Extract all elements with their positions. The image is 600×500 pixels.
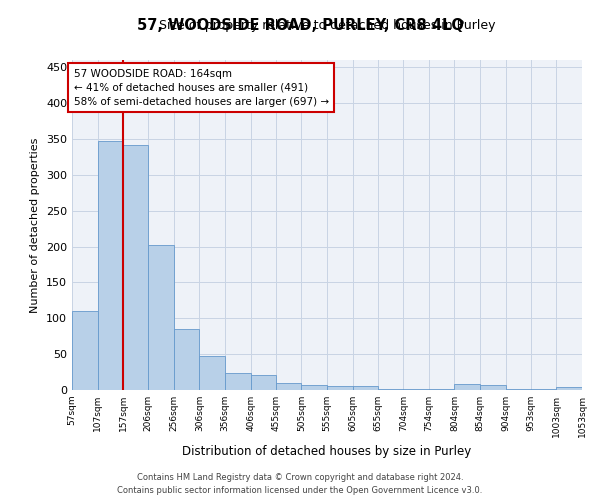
Bar	[276, 383, 301, 390]
Y-axis label: Number of detached properties: Number of detached properties	[31, 138, 40, 312]
Title: Size of property relative to detached houses in Purley: Size of property relative to detached ho…	[159, 20, 495, 32]
Bar	[123, 146, 148, 390]
Bar	[199, 356, 225, 390]
X-axis label: Distribution of detached houses by size in Purley: Distribution of detached houses by size …	[182, 446, 472, 458]
Bar	[72, 311, 98, 390]
Bar	[353, 386, 378, 390]
Bar	[148, 245, 174, 390]
Bar	[327, 386, 353, 390]
Bar	[251, 375, 276, 390]
Bar	[454, 384, 480, 390]
Text: Contains HM Land Registry data © Crown copyright and database right 2024.
Contai: Contains HM Land Registry data © Crown c…	[118, 474, 482, 495]
Bar	[301, 385, 327, 390]
Bar	[225, 373, 251, 390]
Bar	[98, 141, 123, 390]
Bar	[174, 329, 199, 390]
Text: 57, WOODSIDE ROAD, PURLEY, CR8 4LQ: 57, WOODSIDE ROAD, PURLEY, CR8 4LQ	[137, 18, 463, 32]
Text: 57 WOODSIDE ROAD: 164sqm
← 41% of detached houses are smaller (491)
58% of semi-: 57 WOODSIDE ROAD: 164sqm ← 41% of detach…	[74, 68, 329, 106]
Bar	[480, 385, 506, 390]
Bar	[556, 387, 582, 390]
